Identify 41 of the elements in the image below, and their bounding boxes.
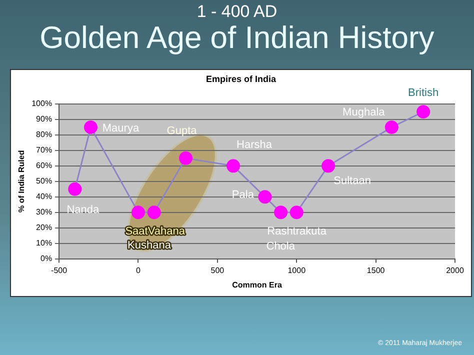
y-axis-title: % of India Ruled xyxy=(17,150,26,213)
point xyxy=(290,206,304,220)
point xyxy=(274,206,288,220)
annotation: Maurya xyxy=(102,122,140,134)
y-tick-label: 50% xyxy=(36,176,52,186)
point xyxy=(258,190,272,204)
point xyxy=(226,159,240,173)
y-tick-label: 80% xyxy=(36,130,52,140)
point xyxy=(147,206,161,220)
x-tick-label: 1500 xyxy=(366,266,386,275)
y-tick-label: 70% xyxy=(36,146,52,155)
y-tick-label: 90% xyxy=(36,114,52,124)
annotation: Gupta xyxy=(166,125,198,138)
point xyxy=(322,159,336,173)
text: Empires of India xyxy=(204,74,277,84)
annotation: Harsha xyxy=(236,138,273,151)
point xyxy=(384,120,398,134)
annotation: Mughala xyxy=(342,106,386,118)
y-tick-label: 0% xyxy=(40,254,52,264)
annotation: British xyxy=(408,86,439,99)
y-tick-label: 20% xyxy=(36,223,52,232)
y-tick-label: 60% xyxy=(36,161,52,170)
x-tick-label: 0 xyxy=(136,266,142,275)
point xyxy=(84,120,98,134)
y-tick-label: 30% xyxy=(36,208,52,217)
annotation: Rashtrakuta xyxy=(267,225,328,238)
y-tick-label: 100% xyxy=(32,99,52,108)
y-tick-label: 10% xyxy=(36,238,52,248)
x-tick-label: 2000 xyxy=(446,266,464,275)
x-axis-title: Common Era xyxy=(232,280,282,290)
y-tick-label: 40% xyxy=(36,192,52,202)
chart-subtitle: 1 - 400 AD xyxy=(196,2,278,22)
point xyxy=(68,182,82,196)
point xyxy=(179,151,193,165)
annotation: Chola xyxy=(266,240,296,252)
x-tick-label: 1000 xyxy=(288,266,306,275)
point xyxy=(132,206,145,220)
x-tick-label: -500 xyxy=(51,266,68,275)
point xyxy=(416,104,430,118)
x-tick-label: 500 xyxy=(210,266,225,275)
chart-title: Golden Age of Indian History xyxy=(38,20,436,56)
